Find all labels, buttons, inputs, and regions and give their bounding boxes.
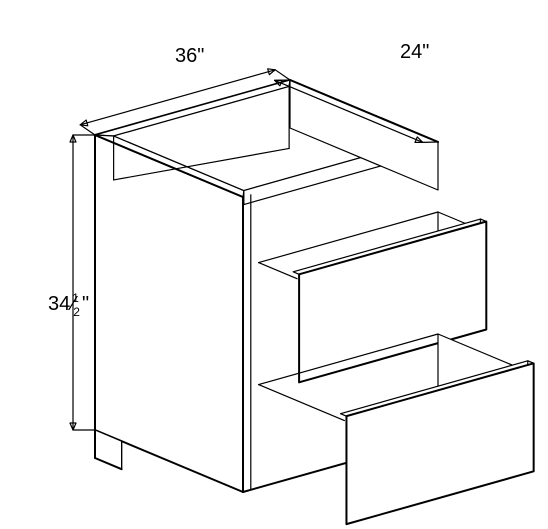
cabinet-diagram: 36" 24" 341⁄2" — [0, 0, 548, 529]
dim-width: 36" — [175, 45, 204, 67]
dim-height: 341⁄2" — [48, 291, 89, 319]
dim-depth: 24" — [400, 41, 429, 63]
